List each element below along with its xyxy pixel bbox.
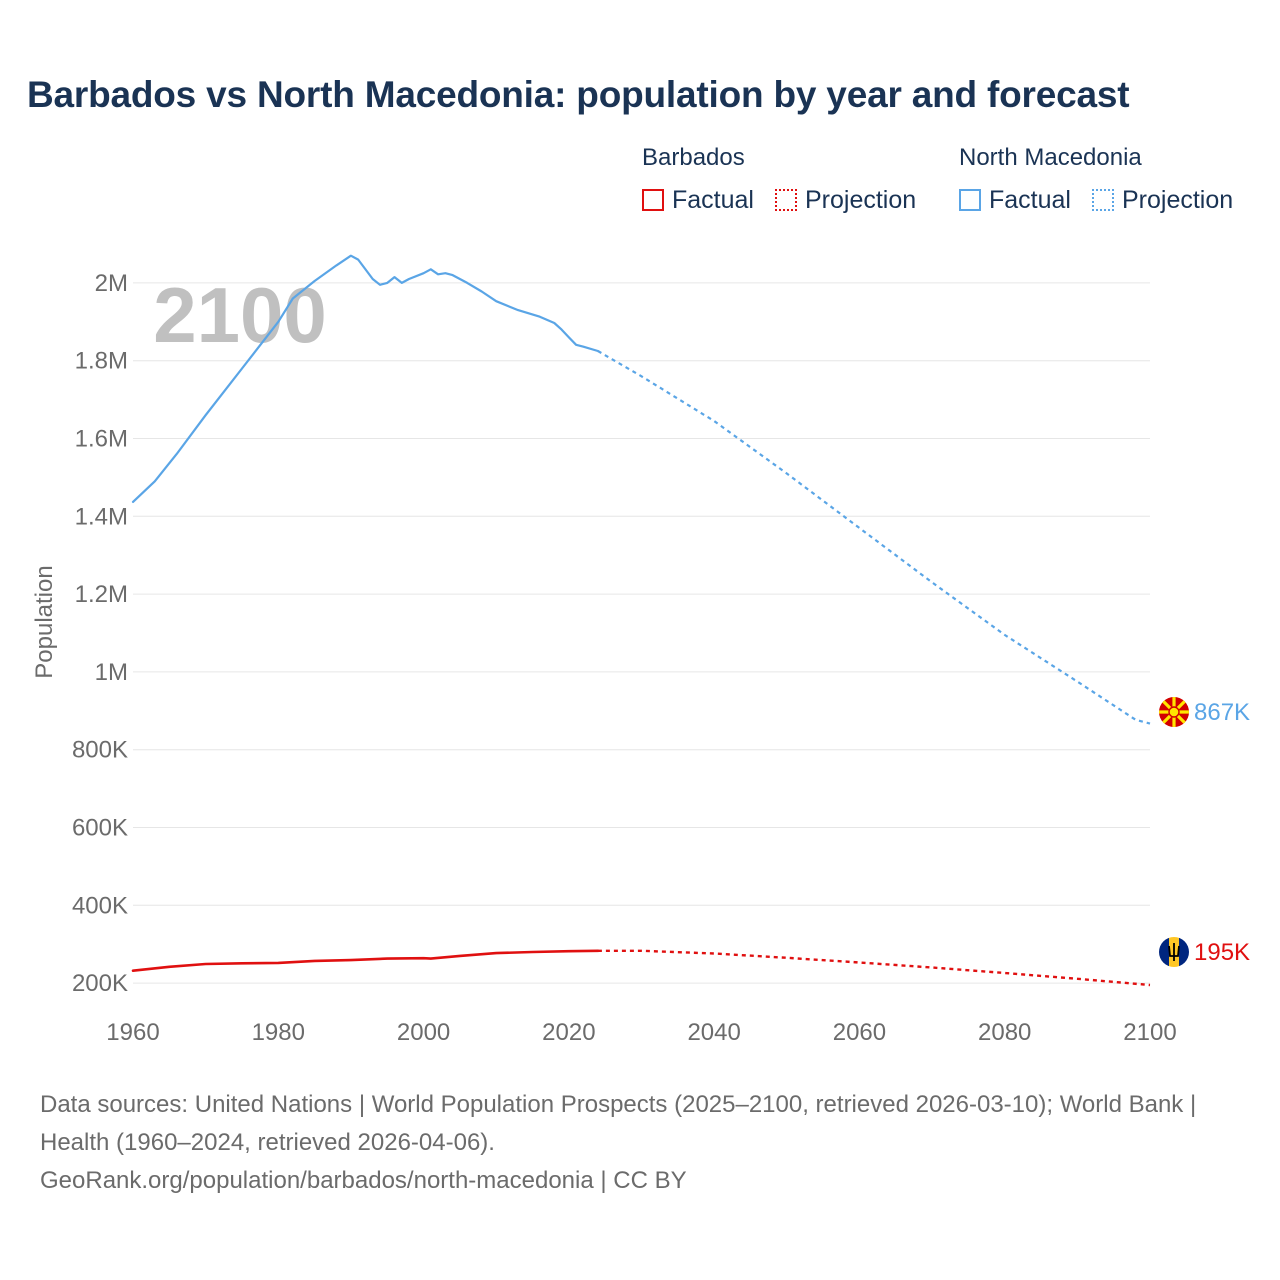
legend-north-macedonia-factual[interactable]: Factual — [959, 186, 1071, 214]
x-tick-label: 2060 — [833, 1019, 886, 1046]
x-tick-label: 2000 — [397, 1019, 450, 1046]
legend-north-macedonia-projection[interactable]: Projection — [1092, 186, 1233, 214]
legend-swatch-barbados-factual — [642, 189, 664, 211]
y-tick-label: 1.4M — [75, 503, 128, 530]
legend-barbados-projection[interactable]: Projection — [775, 186, 916, 214]
legend-swatch-north-macedonia-projection — [1092, 189, 1114, 211]
north-macedonia-flag-icon — [1159, 697, 1189, 727]
y-tick-label: 400K — [72, 892, 128, 919]
y-axis-ticks: 200K 400K 600K 800K 1M 1.2M 1.4M 1.6M 1.8M 2M — [72, 270, 128, 997]
legend-swatch-north-macedonia-factual — [959, 189, 981, 211]
legend-label: Factual — [989, 185, 1071, 214]
y-tick-label: 600K — [72, 815, 128, 842]
legend-group-title-north-macedonia: North Macedonia — [959, 144, 1142, 171]
legend-label: Projection — [1122, 185, 1234, 214]
x-axis-ticks: 1960 1980 2000 2020 2040 2060 2080 2100 — [106, 1019, 1176, 1046]
legend-label: Factual — [672, 185, 754, 214]
series-lines — [131, 254, 1151, 987]
y-tick-label: 200K — [72, 970, 128, 997]
barbados-flag-icon — [1159, 937, 1189, 967]
x-tick-label: 1960 — [106, 1019, 159, 1046]
y-tick-label: 2M — [95, 270, 128, 297]
barbados-factual-line — [131, 949, 600, 973]
legend-group-title-barbados: Barbados — [642, 144, 745, 171]
x-tick-label: 2080 — [978, 1019, 1031, 1046]
x-tick-label: 2020 — [542, 1019, 595, 1046]
y-tick-label: 1.6M — [75, 426, 128, 453]
y-tick-label: 1.8M — [75, 348, 128, 375]
legend-label: Projection — [805, 185, 917, 214]
y-tick-label: 800K — [72, 737, 128, 764]
x-tick-label: 1980 — [252, 1019, 305, 1046]
line-chart: 200K 400K 600K 800K 1M 1.2M 1.4M 1.6M 1.8M 2M 196… — [31, 254, 1250, 1046]
gridlines — [133, 282, 1150, 984]
legend-barbados-factual[interactable]: Factual — [642, 186, 754, 214]
y-axis-label: Population — [31, 565, 58, 678]
x-tick-label: 2040 — [687, 1019, 740, 1046]
north-macedonia-factual-line — [131, 254, 600, 503]
x-tick-label: 2100 — [1123, 1019, 1176, 1046]
y-tick-label: 1M — [95, 659, 128, 686]
data-sources-note: Data sources: United Nations | World Pop… — [40, 1091, 1197, 1156]
y-tick-label: 1.2M — [75, 581, 128, 608]
barbados-end-label: 195K — [1194, 939, 1250, 966]
barbados-projection-line — [597, 949, 1151, 987]
source-url: GeoRank.org/population/barbados/north-ma… — [40, 1167, 687, 1194]
legend-swatch-barbados-projection — [775, 189, 797, 211]
footer: Data sources: United Nations | World Pop… — [40, 1086, 1240, 1200]
north-macedonia-end-label: 867K — [1194, 699, 1250, 726]
north-macedonia-projection-line — [597, 350, 1151, 725]
year-watermark: 2100 — [153, 271, 327, 359]
chart-title: Barbados vs North Macedonia: population … — [27, 74, 1130, 115]
